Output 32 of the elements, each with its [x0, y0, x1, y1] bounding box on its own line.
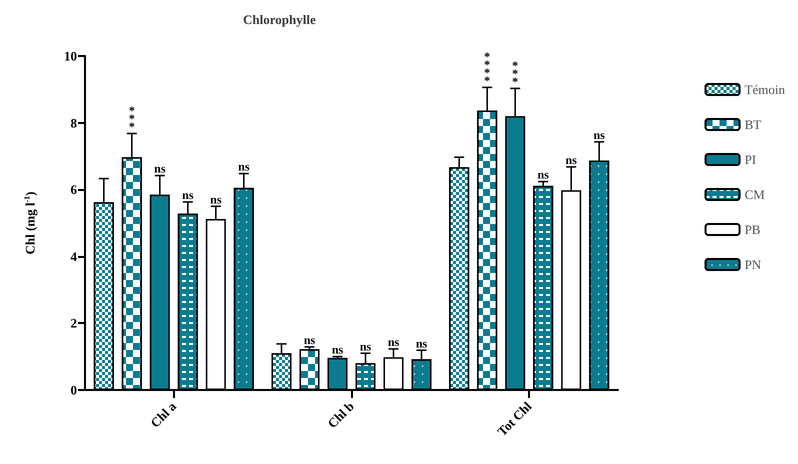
y-tick-label: 0: [70, 382, 77, 398]
data-label: ns: [416, 336, 428, 350]
y-tick-label: 10: [64, 48, 77, 64]
legend-label: CM: [744, 187, 766, 202]
legend-label: PN: [744, 257, 762, 272]
y-axis-title: Chl (mg l-1): [22, 191, 38, 254]
data-label: ns: [210, 192, 222, 206]
x-tick-label: Tot Chl: [494, 398, 535, 439]
legend-label: PB: [744, 222, 761, 237]
data-label: ****: [484, 49, 490, 88]
data-label: ns: [182, 188, 194, 202]
legend-label: BT: [744, 117, 762, 132]
y-tick-label: 4: [70, 248, 78, 264]
chart-title: Chlorophylle: [243, 12, 316, 27]
data-label: ns: [388, 334, 400, 349]
y-tick-label: 2: [70, 316, 77, 331]
y-tick-label: 8: [70, 115, 78, 130]
data-label: ns: [238, 160, 250, 174]
data-label: ns: [593, 128, 606, 142]
x-tick-label: Chl b: [324, 398, 357, 432]
data-label: ns: [565, 152, 578, 167]
data-label: ns: [154, 162, 166, 176]
legend-label: Témoin: [744, 82, 786, 97]
y-tick-label: 6: [70, 182, 78, 198]
data-label: ns: [304, 332, 316, 347]
data-label: ***: [128, 103, 135, 134]
x-tick-label: Chl a: [147, 398, 180, 430]
data-label: ns: [360, 339, 372, 354]
legend-label: PI: [744, 152, 756, 167]
data-label: ns: [537, 168, 550, 182]
data-label: ***: [512, 58, 518, 88]
data-label: ns: [332, 342, 344, 357]
